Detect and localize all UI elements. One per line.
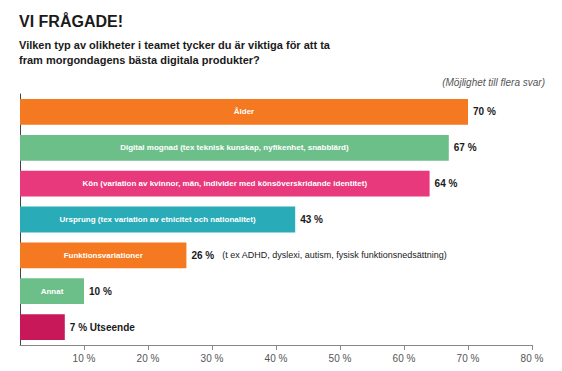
svg-text:(t ex ADHD, dyslexi, autism, f: (t ex ADHD, dyslexi, autism, fysisk funk… xyxy=(222,250,447,260)
svg-text:80 %: 80 % xyxy=(521,353,544,364)
svg-text:70 %: 70 % xyxy=(473,106,496,117)
svg-text:Digital mognad (tex teknisk ku: Digital mognad (tex teknisk kunskap, nyf… xyxy=(120,143,349,152)
svg-text:Vilken typ av olikheter i team: Vilken typ av olikheter i teamet tycker … xyxy=(19,39,331,51)
svg-text:70 %: 70 % xyxy=(457,353,480,364)
svg-text:10 %: 10 % xyxy=(89,286,112,297)
svg-text:fram morgondagens bästa digita: fram morgondagens bästa digitala produkt… xyxy=(19,54,260,66)
svg-text:7 %: 7 % xyxy=(70,322,87,333)
svg-text:20 %: 20 % xyxy=(137,353,160,364)
svg-text:30 %: 30 % xyxy=(201,353,224,364)
svg-text:67 %: 67 % xyxy=(454,142,477,153)
svg-text:64 %: 64 % xyxy=(435,178,458,189)
svg-text:VI FRÅGADE!: VI FRÅGADE! xyxy=(19,12,123,30)
svg-text:Funktionsvariationer: Funktionsvariationer xyxy=(64,251,143,260)
svg-text:Ursprung (tex variation av etn: Ursprung (tex variation av etnicitet och… xyxy=(60,215,256,224)
svg-text:50 %: 50 % xyxy=(329,353,352,364)
svg-text:Kön (variation av kvinnor, män: Kön (variation av kvinnor, män, individe… xyxy=(83,179,368,188)
svg-text:Utseende: Utseende xyxy=(87,322,135,333)
svg-text:Annat: Annat xyxy=(41,287,64,296)
svg-text:26 %: 26 % xyxy=(191,250,214,261)
svg-text:40 %: 40 % xyxy=(265,353,288,364)
svg-text:60 %: 60 % xyxy=(393,353,416,364)
svg-text:10 %: 10 % xyxy=(73,353,96,364)
svg-text:43 %: 43 % xyxy=(300,214,323,225)
svg-text:Ålder: Ålder xyxy=(234,107,254,116)
svg-text:(Möjlighet till flera svar): (Möjlighet till flera svar) xyxy=(442,77,545,88)
